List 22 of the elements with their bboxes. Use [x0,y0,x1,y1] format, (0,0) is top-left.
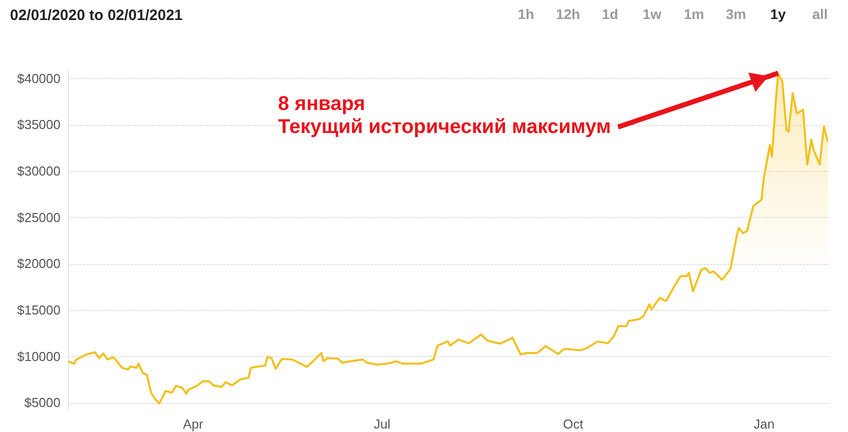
annotation: 8 января Текущий исторический максимум [278,93,611,138]
text: 1d [602,6,618,22]
x-tick-label: Apr [182,416,204,432]
chart-title: 02/01/2020 to 02/01/2021 [10,7,183,24]
x-tick-label: Jul [374,416,390,432]
y-tick-label: $15000 [17,302,60,318]
y-tick-label: $35000 [17,117,60,132]
y-tick-label: $25000 [17,210,60,225]
text: all [812,6,828,22]
text: 3m [726,6,746,22]
y-tick-label: $10000 [17,348,60,364]
y-tick-label: $5000 [24,395,60,410]
x-tick-label: Jan [754,416,775,432]
y-tick-label: $30000 [17,163,60,178]
text: 12h [556,6,580,22]
y-tick-label: $20000 [17,256,60,272]
text: 1h [518,6,534,22]
x-tick-label: Oct [562,416,584,432]
text: 1m [684,6,704,22]
text: 1y [770,6,786,22]
y-tick-label: $40000 [17,70,60,86]
text: 1w [642,6,662,22]
